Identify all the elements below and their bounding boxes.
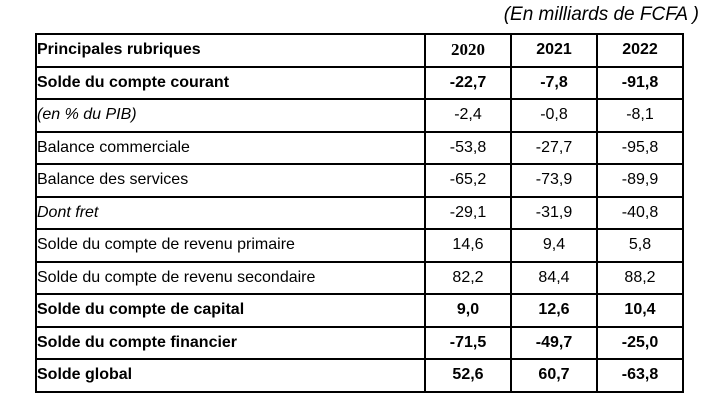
value-cell-2021: 60,7 [510, 358, 598, 393]
value-cell-2020: -22,7 [424, 65, 512, 100]
value-cell-2021: -7,8 [510, 65, 598, 100]
value-cell-2022: -95,8 [596, 130, 684, 165]
table-row-pct-pib: (en % du PIB) -2,4 -0,8 -8,1 [35, 98, 684, 133]
row-label: Solde global [35, 358, 426, 393]
table-row-dont-fret: Dont fret -29,1 -31,9 -40,8 [35, 195, 684, 230]
header-rubriques: Principales rubriques [35, 33, 426, 68]
table-row-solde-global: Solde global 52,6 60,7 -63,8 [35, 358, 684, 393]
table-row-balance-services: Balance des services -65,2 -73,9 -89,9 [35, 163, 684, 198]
header-year-2022: 2022 [596, 33, 684, 68]
row-label: Solde du compte financier [35, 325, 426, 360]
row-label: Dont fret [35, 195, 426, 230]
row-label: Balance commerciale [35, 130, 426, 165]
value-cell-2020: -2,4 [424, 98, 512, 133]
value-cell-2022: -25,0 [596, 325, 684, 360]
table-row-compte-financier: Solde du compte financier -71,5 -49,7 -2… [35, 325, 684, 360]
row-label: Solde du compte de revenu secondaire [35, 260, 426, 295]
value-cell-2020: -65,2 [424, 163, 512, 198]
value-cell-2021: 9,4 [510, 228, 598, 263]
row-label: (en % du PIB) [35, 98, 426, 133]
value-cell-2020: -29,1 [424, 195, 512, 230]
table-row-revenu-secondaire: Solde du compte de revenu secondaire 82,… [35, 260, 684, 295]
value-cell-2020: 82,2 [424, 260, 512, 295]
table-row-balance-commerciale: Balance commerciale -53,8 -27,7 -95,8 [35, 130, 684, 165]
value-cell-2021: -73,9 [510, 163, 598, 198]
value-cell-2021: 12,6 [510, 293, 598, 328]
value-cell-2020: -71,5 [424, 325, 512, 360]
value-cell-2021: -49,7 [510, 325, 598, 360]
row-label: Solde du compte courant [35, 65, 426, 100]
row-label: Solde du compte de revenu primaire [35, 228, 426, 263]
row-label: Balance des services [35, 163, 426, 198]
value-cell-2022: -63,8 [596, 358, 684, 393]
value-cell-2020: 52,6 [424, 358, 512, 393]
row-label: Solde du compte de capital [35, 293, 426, 328]
table-row-revenu-primaire: Solde du compte de revenu primaire 14,6 … [35, 228, 684, 263]
value-cell-2022: -8,1 [596, 98, 684, 133]
value-cell-2022: 88,2 [596, 260, 684, 295]
header-row: Principales rubriques 2020 2021 2022 [35, 33, 684, 68]
table-row-solde-compte-courant: Solde du compte courant -22,7 -7,8 -91,8 [35, 65, 684, 100]
value-cell-2021: 84,4 [510, 260, 598, 295]
value-cell-2021: -27,7 [510, 130, 598, 165]
value-cell-2022: -91,8 [596, 65, 684, 100]
value-cell-2022: 10,4 [596, 293, 684, 328]
value-cell-2022: 5,8 [596, 228, 684, 263]
value-cell-2021: -31,9 [510, 195, 598, 230]
value-cell-2022: -40,8 [596, 195, 684, 230]
header-year-2020: 2020 [424, 33, 512, 68]
balance-of-payments-table: Principales rubriques 2020 2021 2022 Sol… [35, 33, 684, 393]
value-cell-2020: 9,0 [424, 293, 512, 328]
value-cell-2022: -89,9 [596, 163, 684, 198]
header-year-2021: 2021 [510, 33, 598, 68]
table-row-compte-capital: Solde du compte de capital 9,0 12,6 10,4 [35, 293, 684, 328]
units-caption: (En milliards de FCFA ) [503, 4, 699, 25]
value-cell-2020: -53,8 [424, 130, 512, 165]
value-cell-2021: -0,8 [510, 98, 598, 133]
value-cell-2020: 14,6 [424, 228, 512, 263]
